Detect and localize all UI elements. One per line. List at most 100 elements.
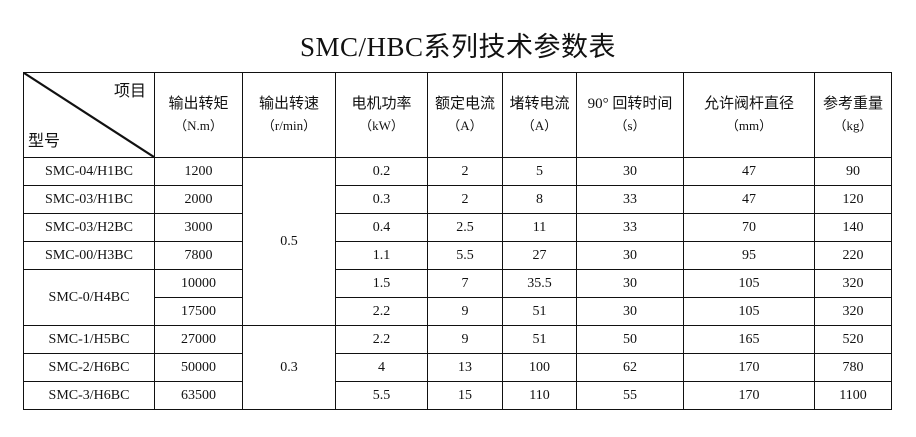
time-cell: 30 <box>576 297 684 326</box>
column-header: 额定电流 （A） <box>427 72 503 158</box>
table-row: 17500 2.2 9 51 30 105 320 <box>24 297 892 326</box>
torque-cell: 63500 <box>154 381 243 410</box>
stall-cell: 8 <box>502 185 577 214</box>
column-label: 90° 回转时间 <box>587 96 673 112</box>
stall-cell: 51 <box>502 297 577 326</box>
weight-cell: 90 <box>814 157 892 186</box>
power-cell: 2.2 <box>335 325 428 354</box>
model-cell: SMC-0/H4BC <box>23 269 155 326</box>
stall-cell: 27 <box>502 241 577 270</box>
torque-cell: 50000 <box>154 353 243 382</box>
column-unit: （kg） <box>833 118 873 133</box>
column-label: 参考重量 <box>822 96 883 112</box>
diagonal-line <box>24 73 154 157</box>
column-label: 输出转矩 <box>168 96 229 112</box>
model-cell: SMC-03/H2BC <box>23 213 155 242</box>
stall-cell: 35.5 <box>502 269 577 298</box>
torque-cell: 7800 <box>154 241 243 270</box>
model-cell: SMC-2/H6BC <box>23 353 155 382</box>
model-cell: SMC-00/H3BC <box>23 241 155 270</box>
stem-cell: 47 <box>683 185 815 214</box>
rated-cell: 2 <box>427 157 503 186</box>
power-cell: 0.2 <box>335 157 428 186</box>
power-cell: 0.3 <box>335 185 428 214</box>
column-label: 堵转电流 <box>509 96 570 112</box>
power-cell: 2.2 <box>335 297 428 326</box>
stem-cell: 105 <box>683 297 815 326</box>
table-row: SMC-1/H5BC 27000 0.3 2.2 9 51 50 165 520 <box>23 325 892 410</box>
column-header: 堵转电流 （A） <box>502 72 577 158</box>
weight-cell: 140 <box>814 213 892 242</box>
spec-table: 项目 型号 输出转矩 （N.m） 输出转速 （r/min） 电机功率 （kW） 额定电流 （A… <box>23 72 892 410</box>
column-unit: （s） <box>614 118 646 133</box>
time-cell: 30 <box>576 241 684 270</box>
rated-cell: 15 <box>427 381 503 410</box>
column-header: 允许阀杆直径 （mm） <box>683 72 815 158</box>
weight-cell: 320 <box>814 297 892 326</box>
model-cell: SMC-04/H1BC <box>23 157 155 186</box>
torque-cell: 17500 <box>154 297 243 326</box>
column-header: 输出转速 （r/min） <box>242 72 336 158</box>
weight-cell: 1100 <box>814 381 892 410</box>
stem-cell: 95 <box>683 241 815 270</box>
column-unit: （A） <box>521 118 558 133</box>
weight-cell: 320 <box>814 269 892 298</box>
corner-model-label: 型号 <box>28 133 61 150</box>
stall-cell: 51 <box>502 325 577 354</box>
column-label: 输出转速 <box>258 96 319 112</box>
torque-cell: 3000 <box>154 213 243 242</box>
corner-header: 项目 型号 <box>23 72 155 158</box>
table-row: SMC-03/H1BC 2000 0.3 2 8 33 47 120 <box>23 185 892 214</box>
stall-cell: 11 <box>502 213 577 242</box>
page-title: SMC/HBC系列技术参数表 <box>299 32 617 62</box>
table-row: SMC-2/H6BC 50000 4 13 100 62 170 780 <box>23 353 892 382</box>
column-label: 允许阀杆直径 <box>703 96 794 112</box>
torque-cell: 2000 <box>154 185 243 214</box>
rated-cell: 2 <box>427 185 503 214</box>
column-label: 额定电流 <box>434 96 495 112</box>
speed-cell: 0.5 <box>242 157 336 326</box>
stem-cell: 170 <box>683 381 815 410</box>
torque-cell: 1200 <box>154 157 243 186</box>
column-header: 参考重量 （kg） <box>814 72 892 158</box>
weight-cell: 220 <box>814 241 892 270</box>
column-header: 90° 回转时间 （s） <box>576 72 684 158</box>
power-cell: 1.5 <box>335 269 428 298</box>
stem-cell: 105 <box>683 269 815 298</box>
speed-cell: 0.3 <box>242 325 336 410</box>
column-label: 电机功率 <box>351 96 412 112</box>
table-row: SMC-3/H6BC 63500 5.5 15 110 55 170 1100 <box>23 381 892 410</box>
weight-cell: 520 <box>814 325 892 354</box>
rated-cell: 13 <box>427 353 503 382</box>
model-cell: SMC-03/H1BC <box>23 185 155 214</box>
time-cell: 50 <box>576 325 684 354</box>
column-unit: （mm） <box>725 118 773 133</box>
stall-cell: 110 <box>502 381 577 410</box>
model-cell: SMC-3/H6BC <box>23 381 155 410</box>
table-row: SMC-03/H2BC 3000 0.4 2.5 11 33 70 140 <box>23 213 892 242</box>
column-unit: （N.m） <box>174 118 223 133</box>
stall-cell: 100 <box>502 353 577 382</box>
column-header: 电机功率 （kW） <box>335 72 428 158</box>
time-cell: 62 <box>576 353 684 382</box>
rated-cell: 9 <box>427 325 503 354</box>
power-cell: 1.1 <box>335 241 428 270</box>
weight-cell: 120 <box>814 185 892 214</box>
power-cell: 5.5 <box>335 381 428 410</box>
rated-cell: 9 <box>427 297 503 326</box>
torque-cell: 10000 <box>154 269 243 298</box>
column-unit: （r/min） <box>261 118 317 133</box>
rated-cell: 5.5 <box>427 241 503 270</box>
table-row: SMC-0/H4BC 10000 1.5 7 35.5 30 105 320 <box>23 269 892 326</box>
rated-cell: 7 <box>427 269 503 298</box>
column-header: 输出转矩 （N.m） <box>154 72 243 158</box>
stem-cell: 165 <box>683 325 815 354</box>
stem-cell: 47 <box>683 157 815 186</box>
power-cell: 4 <box>335 353 428 382</box>
column-unit: （kW） <box>359 118 404 133</box>
weight-cell: 780 <box>814 353 892 382</box>
stem-cell: 70 <box>683 213 815 242</box>
time-cell: 55 <box>576 381 684 410</box>
column-unit: （A） <box>447 118 483 133</box>
time-cell: 30 <box>576 157 684 186</box>
